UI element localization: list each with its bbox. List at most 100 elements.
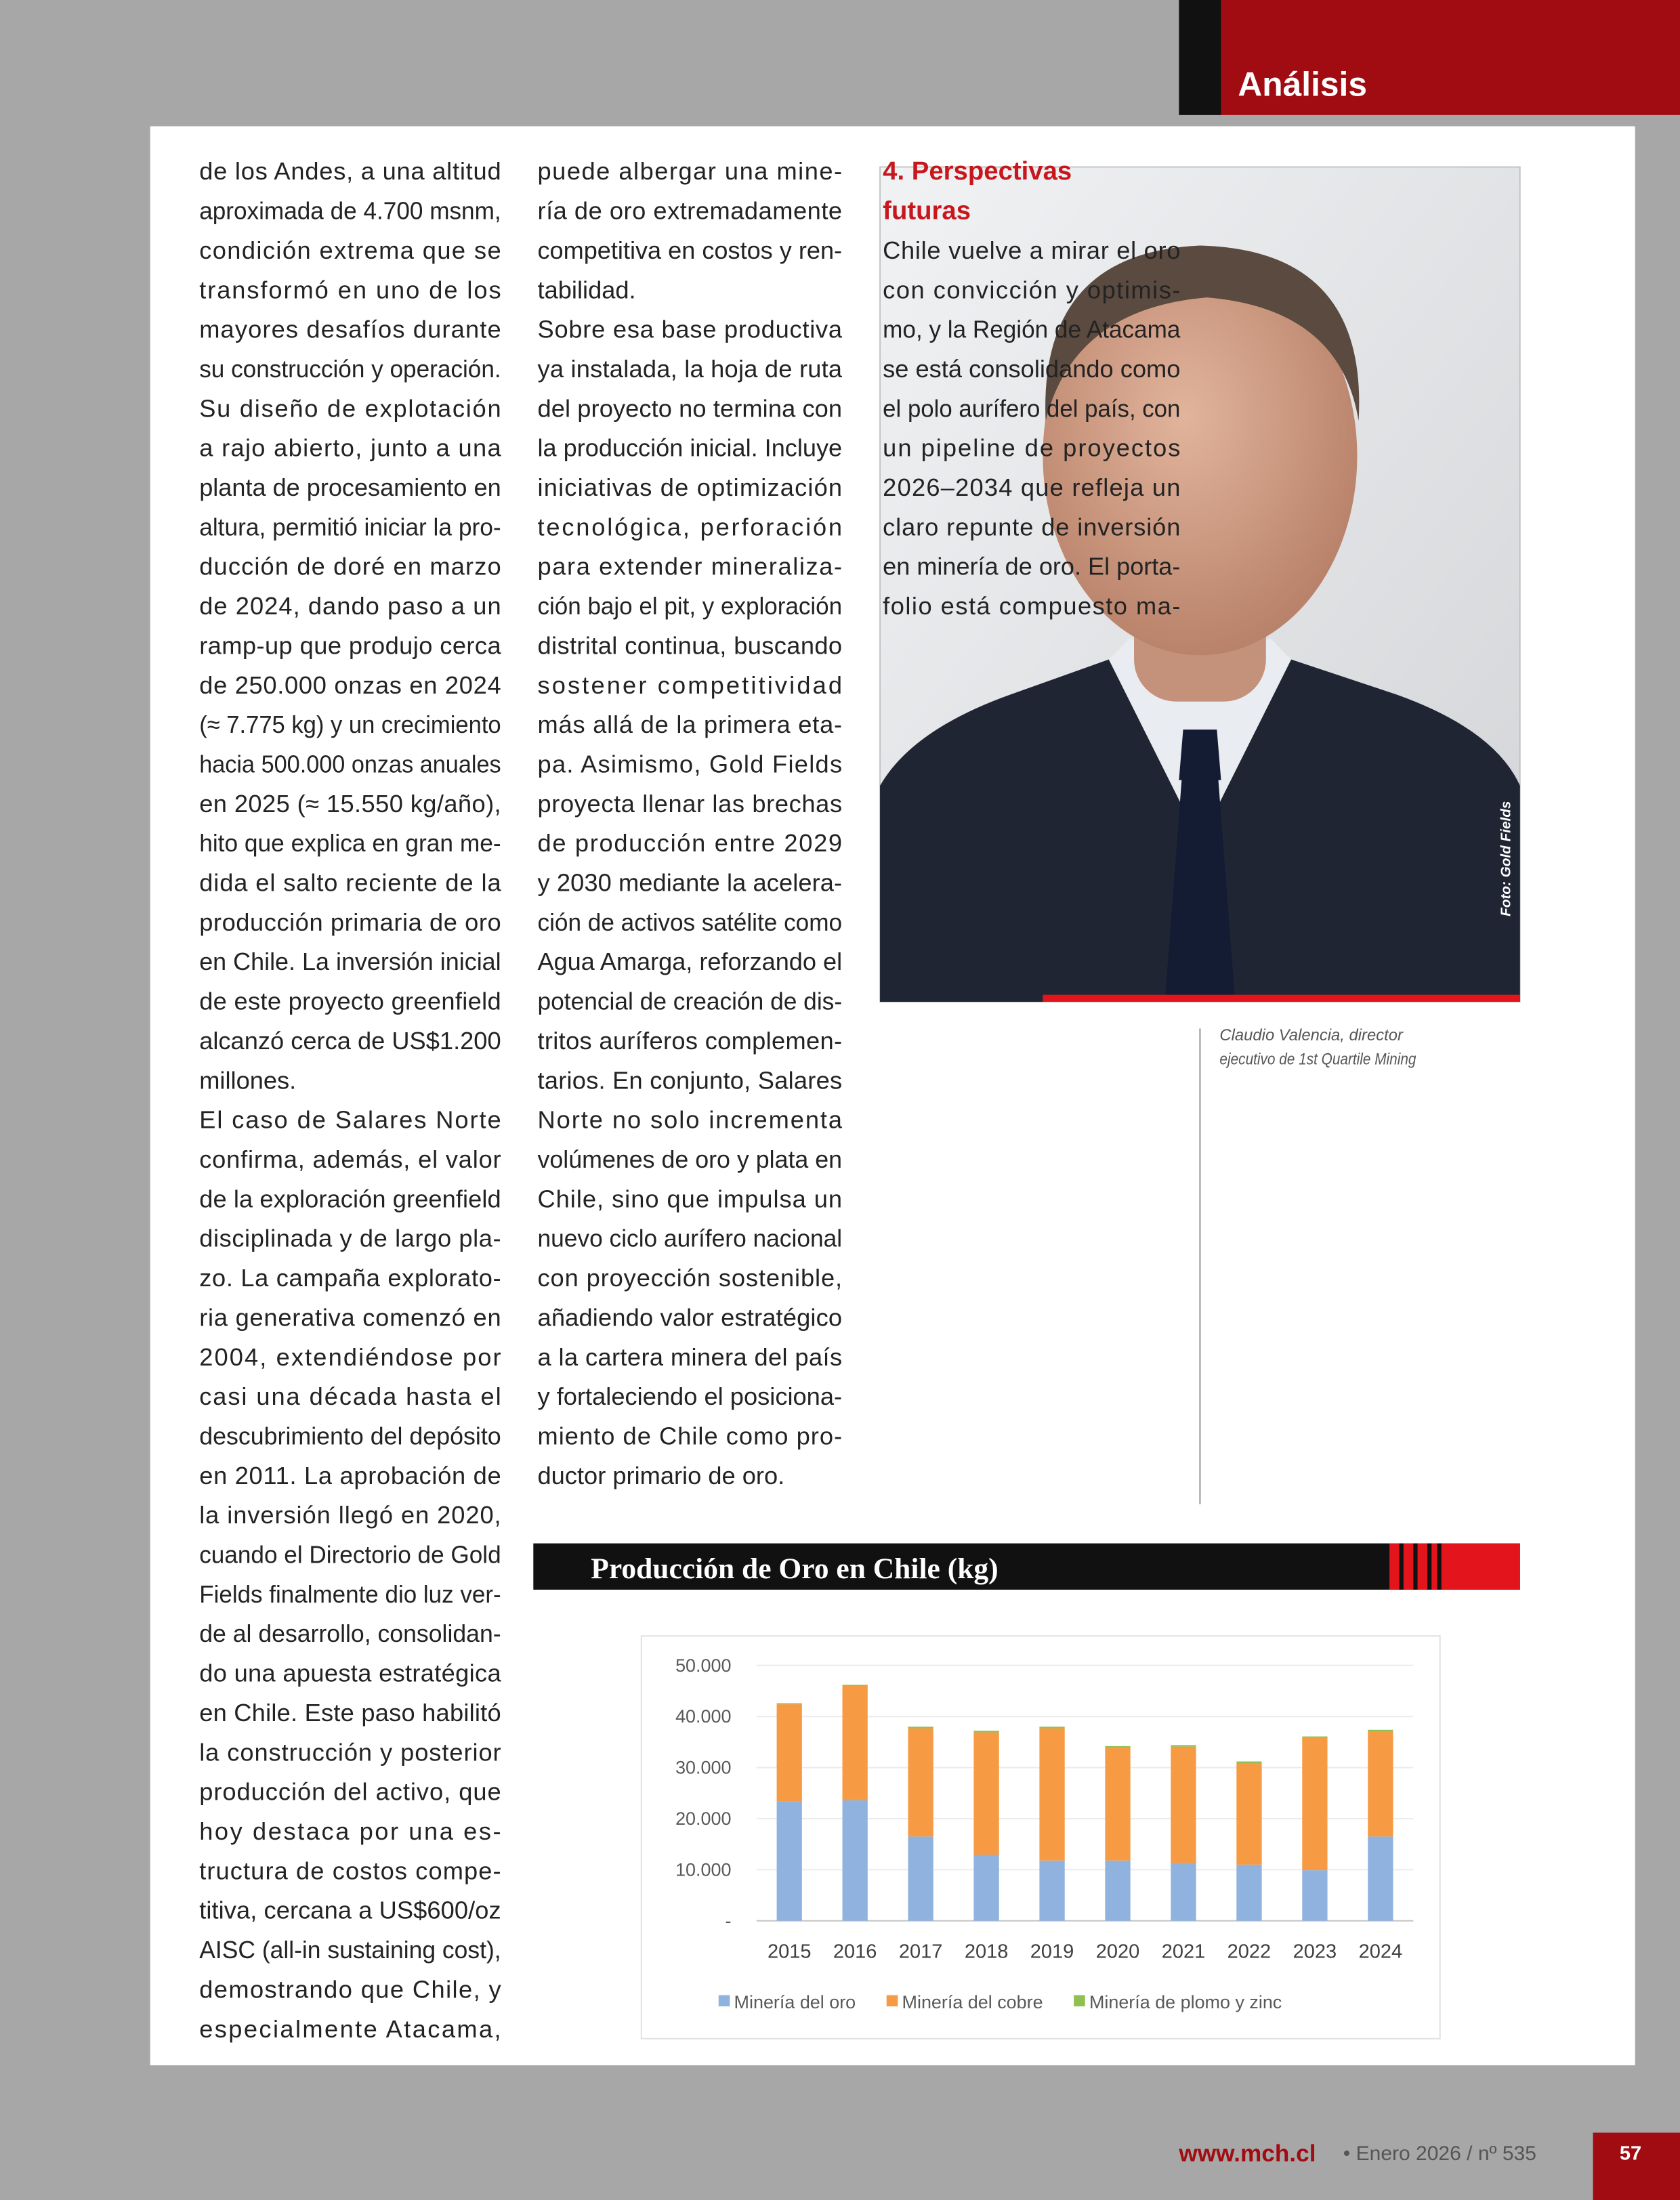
text-line: Sobre esa base productiva: [538, 316, 843, 343]
text-line: pa. Asimismo, Gold Fields: [538, 750, 843, 778]
text-line: añadiendo valor estratégico: [538, 1303, 843, 1331]
bar-segment: [1105, 1748, 1131, 1861]
bar-segment: [973, 1731, 999, 1733]
chart-title: Producción de Oro en Chile (kg): [591, 1552, 998, 1585]
text-line: y 2030 mediante la acelera-: [538, 869, 843, 897]
text-line: ducción de doré en marzo: [199, 553, 501, 580]
text-line: AISC (all-in sustaining cost),: [199, 1936, 501, 1964]
text-line: folio está compuesto ma-: [883, 592, 1180, 620]
text-line: titiva, cercana a US$600/oz: [199, 1897, 501, 1924]
header-block: [1179, 0, 1221, 115]
section-heading: 4. Perspectivas: [883, 156, 1072, 186]
text-line: del proyecto no termina con: [538, 394, 843, 422]
bar-segment: [908, 1727, 933, 1729]
tie: [1164, 778, 1236, 1002]
bar-segment: [1368, 1731, 1393, 1837]
text-line: millones.: [199, 1066, 296, 1094]
bar-segment: [908, 1728, 933, 1837]
footer-site: www.mch.cl: [1178, 2140, 1316, 2167]
bar-segment: [1105, 1746, 1131, 1748]
page-number: 57: [1620, 2143, 1641, 2165]
text-line: descubrimiento del depósito: [199, 1422, 501, 1450]
text-line: puede albergar una mine-: [538, 157, 843, 185]
text-line: nuevo ciclo aurífero nacional: [538, 1225, 843, 1252]
x-tick-label: 2024: [1359, 1941, 1403, 1962]
text-line: un pipeline de proyectos: [883, 434, 1180, 462]
caption-line: Claudio Valencia, director: [1219, 1026, 1404, 1044]
y-tick-label: 40.000: [675, 1706, 731, 1727]
text-line: condición extrema que se: [199, 236, 501, 264]
text-line: transformó en uno de los: [199, 276, 501, 303]
text-line: de producción entre 2029: [538, 829, 843, 857]
text-line: para extender mineraliza-: [538, 553, 843, 580]
x-tick-label: 2018: [965, 1941, 1009, 1962]
y-tick-label: 10.000: [675, 1859, 731, 1880]
text-line: en 2025 (≈ 15.550 kg/año),: [199, 790, 501, 818]
text-line: la construcción y posterior: [199, 1738, 501, 1766]
text-line: la inversión llegó en 2020,: [199, 1501, 501, 1529]
text-line: Agua Amarga, reforzando el: [538, 948, 843, 975]
bar-segment: [1302, 1736, 1328, 1738]
y-tick-label: 20.000: [675, 1808, 731, 1829]
text-line: y fortaleciendo el posiciona-: [538, 1382, 843, 1410]
bar-segment: [776, 1704, 802, 1802]
text-line: ramp-up que produjo cerca: [199, 631, 501, 659]
bar-segment: [1236, 1763, 1262, 1865]
text-line: claro repunte de inversión: [883, 513, 1180, 541]
bar-segment: [1236, 1761, 1262, 1764]
chart-header-accent: [1389, 1543, 1520, 1590]
text-line: su construcción y operación.: [199, 355, 501, 383]
text-line: ductor primario de oro.: [538, 1462, 785, 1489]
bar-segment: [908, 1836, 933, 1921]
x-tick-label: 2023: [1293, 1941, 1337, 1962]
header-block: [1221, 0, 1680, 115]
text-line: Fields finalmente dio luz ver-: [199, 1580, 501, 1608]
text-line: distrital continua, buscando: [538, 631, 843, 659]
text-line: (≈ 7.775 kg) y un crecimiento: [199, 711, 501, 738]
text-line: la producción inicial. Incluye: [538, 434, 843, 462]
bar-segment: [1039, 1860, 1065, 1921]
x-tick-label: 2022: [1227, 1941, 1272, 1962]
text-line: tarios. En conjunto, Salares: [538, 1066, 843, 1094]
chart-header-stripe: [1437, 1543, 1442, 1590]
text-line: especialmente Atacama,: [199, 2015, 501, 2043]
legend-swatch: [886, 1995, 898, 2007]
bar-segment: [973, 1732, 999, 1855]
text-line: proyecta llenar las brechas: [538, 790, 843, 818]
y-tick-label: 50.000: [675, 1655, 731, 1676]
bar-segment: [842, 1800, 868, 1921]
photo-credit: Foto: Gold Fields: [1498, 801, 1514, 916]
bar-segment: [1302, 1870, 1328, 1921]
text-line: casi una década hasta el: [199, 1382, 501, 1410]
text-line: aproximada de 4.700 msnm,: [199, 197, 501, 225]
legend-swatch: [718, 1995, 730, 2007]
legend-label: Minería del oro: [734, 1992, 856, 2012]
legend-label: Minería de plomo y zinc: [1089, 1992, 1282, 2012]
text-line: dida el salto reciente de la: [199, 869, 501, 897]
bar-segment: [1039, 1727, 1065, 1729]
text-line: de la exploración greenfield: [199, 1185, 501, 1212]
text-line: Chile vuelve a mirar el oro: [883, 236, 1180, 264]
footer-issue: • Enero 2026 / nº 535: [1343, 2142, 1536, 2165]
legend-swatch: [1074, 1995, 1085, 2007]
text-line: miento de Chile como pro-: [538, 1422, 843, 1450]
text-line: do una apuesta estratégica: [199, 1659, 501, 1687]
text-line: hacia 500.000 onzas anuales: [199, 750, 501, 778]
text-line: mayores desafíos durante: [199, 316, 501, 343]
text-line: disciplinada y de largo pla-: [199, 1225, 501, 1252]
x-tick-label: 2015: [768, 1941, 812, 1962]
text-line: planta de procesamiento en: [199, 473, 501, 501]
text-line: ría de oro extremadamente: [538, 197, 843, 225]
face: [1043, 257, 1358, 656]
text-line: el polo aurífero del país, con: [883, 394, 1180, 422]
section-heading: futuras: [883, 196, 971, 226]
text-line: de los Andes, a una altitud: [199, 157, 501, 185]
caption-line: ejecutivo de 1st Quartile Mining: [1219, 1050, 1416, 1068]
text-line: Norte no solo incrementa: [538, 1106, 843, 1134]
text-line: 2026–2034 que refleja un: [883, 473, 1180, 501]
chart-header-stripe: [1427, 1543, 1432, 1590]
text-line: de al desarrollo, consolidan-: [199, 1620, 501, 1647]
tie-knot: [1179, 729, 1221, 780]
